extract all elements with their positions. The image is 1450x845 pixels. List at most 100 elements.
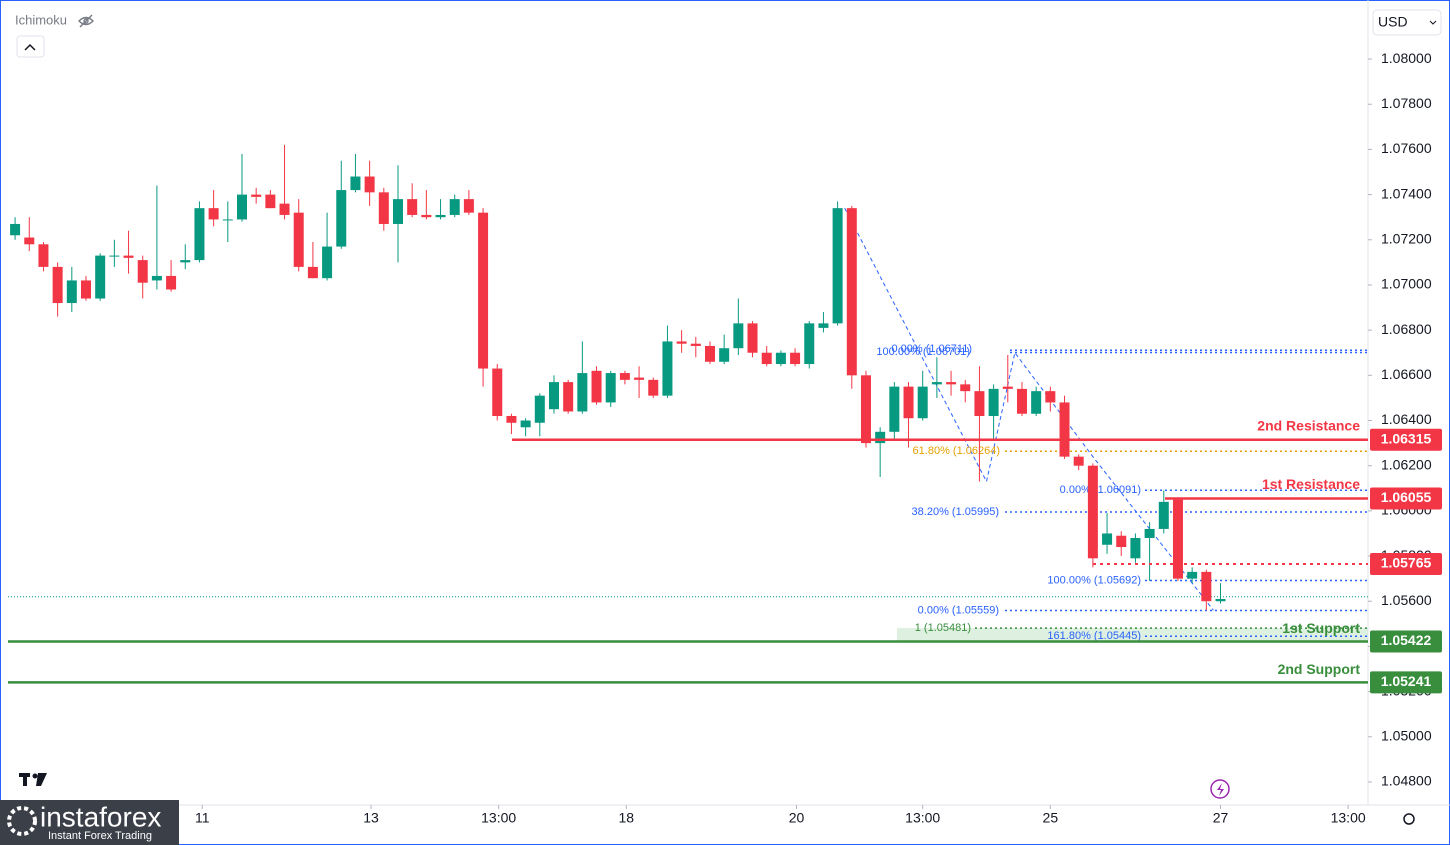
level-price: 1.06315 (1381, 430, 1432, 446)
candle-body (10, 223, 21, 236)
candle-body (350, 176, 361, 191)
candle-body (194, 208, 205, 261)
y-tick-label: 1.07200 (1381, 230, 1432, 246)
fib-level-label: 38.20% (1.05995) (912, 506, 999, 518)
candle-body (818, 323, 829, 328)
x-tick-label: 13 (363, 810, 379, 826)
candle-body (719, 348, 730, 362)
tradingview-logo (19, 773, 47, 786)
candle-body (1144, 528, 1155, 538)
y-tick-label: 1.05600 (1381, 592, 1432, 608)
candle-body (1158, 501, 1169, 529)
candle-body (747, 323, 758, 353)
y-tick-label: 1.08000 (1381, 50, 1432, 66)
eye-icon[interactable] (78, 14, 94, 28)
plot-area: 100.00% (1.06701)0.00% (1.06711) 61.80% (… (8, 58, 1372, 809)
candle-body (236, 194, 247, 220)
fib-trend-line (844, 207, 1214, 611)
candle-body (534, 395, 545, 423)
candle-body (1087, 465, 1098, 559)
level-name: 2nd Resistance (1257, 417, 1360, 433)
level-name: 1st Support (1282, 620, 1360, 636)
fib-level-label: 1 (1.05481) (915, 622, 971, 634)
candle-body (166, 275, 177, 290)
x-tick-label: 13:00 (905, 810, 940, 826)
candle-body (1172, 499, 1183, 579)
level-price-box (1370, 428, 1442, 451)
candle-body (307, 266, 318, 279)
candle-body (917, 386, 928, 419)
candle-body (577, 373, 588, 412)
y-tick-label: 1.07400 (1381, 185, 1432, 201)
candle-body (151, 275, 162, 281)
candle-body (1073, 456, 1084, 466)
candle-body (704, 345, 715, 362)
candle-body (931, 382, 942, 385)
candle-body (548, 382, 559, 410)
x-tick-label: 13:00 (1331, 810, 1366, 826)
y-tick-label: 1.06400 (1381, 411, 1432, 427)
y-tick-label: 1.06800 (1381, 321, 1432, 337)
candle-body (378, 192, 389, 224)
candle-body (392, 199, 403, 224)
candle-body (1215, 598, 1226, 602)
candle-body (421, 214, 432, 218)
settings-icon[interactable] (1403, 813, 1415, 825)
fib-level-label: 0.00% (1.06711) (891, 343, 972, 355)
candle-body (591, 370, 602, 403)
alert-icon[interactable] (1210, 779, 1230, 799)
level-price: 1.06055 (1381, 489, 1432, 505)
chevron-up (24, 43, 36, 51)
candle-body (322, 246, 333, 279)
candle-body (775, 352, 786, 365)
candle-body (676, 341, 687, 344)
candle-body (903, 386, 914, 419)
currency: USD (1378, 14, 1408, 30)
candle-body (80, 280, 91, 299)
currency-dropdown[interactable] (1372, 9, 1442, 36)
dropdown-caret (1429, 20, 1437, 25)
candle-body (492, 368, 503, 416)
candle-body (1002, 386, 1013, 389)
y-tick-label: 1.05000 (1381, 727, 1432, 743)
candle-body (875, 431, 886, 444)
candle-body (180, 260, 191, 263)
level-name: 2nd Support (1278, 661, 1361, 677)
candle-body (293, 212, 304, 267)
x-tick-label: 18 (619, 810, 635, 826)
candle-body (1045, 391, 1056, 403)
candle-body (407, 199, 418, 215)
x-tick-label: 20 (789, 810, 805, 826)
fib-level-label: 161.80% (1.05445) (1047, 630, 1141, 642)
y-tick-label: 1.07800 (1381, 95, 1432, 111)
candle-body (1130, 537, 1141, 559)
support-zone (897, 628, 1368, 642)
lightning (1217, 783, 1224, 796)
candle-body (95, 255, 106, 299)
candle-body (1201, 571, 1212, 602)
candle-body (946, 382, 957, 385)
candle-body (251, 194, 262, 197)
candle-body (208, 208, 219, 220)
level-price-box (1370, 487, 1442, 510)
candle-body (222, 219, 233, 221)
fib-level-label: 0.00% (1.06091) (1060, 484, 1141, 496)
y-tick-label: 1.07600 (1381, 140, 1432, 156)
candle-body (506, 415, 517, 423)
candle-body (846, 208, 857, 376)
level-price: 1.05765 (1381, 555, 1432, 571)
indicator-name: Ichimoku (15, 12, 67, 27)
candle-body (1187, 571, 1198, 579)
y-tick-label: 1.06200 (1381, 456, 1432, 472)
brand-tagline: Instant Forex Trading (48, 830, 152, 842)
candle-body (648, 379, 659, 396)
y-tick-label: 1.07000 (1381, 276, 1432, 292)
level-price-box (1370, 552, 1442, 575)
brand-logo (7, 806, 37, 836)
level-price-box (1370, 630, 1442, 653)
candle-body (435, 214, 446, 218)
fib-level-label: 100.00% (1.05692) (1047, 574, 1141, 586)
x-tick-label: 13:00 (481, 810, 516, 826)
candle-body (563, 382, 574, 412)
